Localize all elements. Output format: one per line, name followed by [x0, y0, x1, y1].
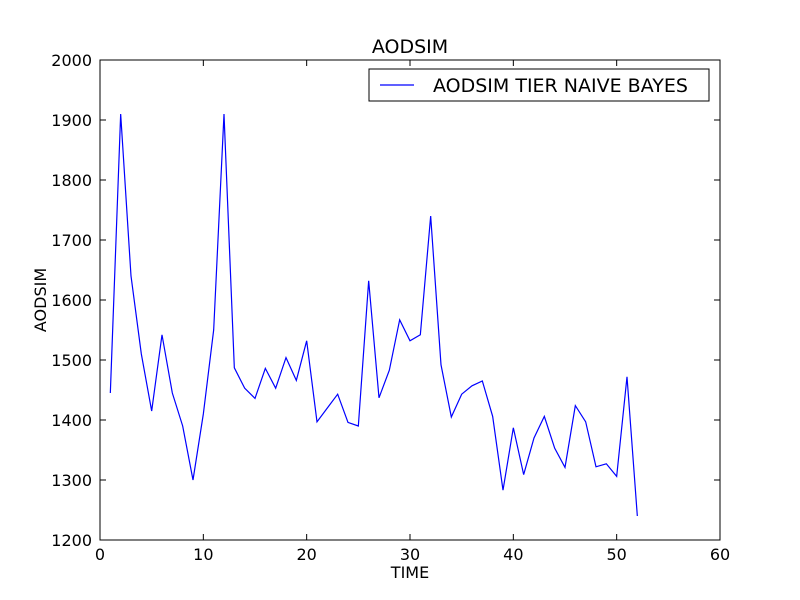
plot-area [99, 59, 721, 541]
data-point [378, 397, 380, 399]
series-group [109, 113, 639, 517]
data-point [254, 398, 256, 400]
data-point [337, 393, 339, 395]
data-point [172, 392, 174, 394]
data-point [275, 387, 277, 389]
data-point [358, 425, 360, 427]
data-point [141, 353, 143, 355]
y-tick-label: 1300 [51, 471, 92, 490]
data-point [409, 340, 411, 342]
x-tick-label: 10 [193, 545, 213, 564]
x-tick-label: 60 [710, 545, 730, 564]
data-point [399, 319, 401, 321]
y-tick-label: 2000 [51, 51, 92, 70]
data-point [130, 275, 132, 277]
data-point [595, 466, 597, 468]
ticks-group [99, 59, 721, 541]
data-point [637, 515, 639, 517]
data-point [244, 387, 246, 389]
data-point [223, 113, 225, 115]
data-point [316, 421, 318, 423]
legend-label: AODSIM TIER NAIVE BAYES [433, 75, 688, 97]
data-point [389, 369, 391, 371]
data-point [482, 380, 484, 382]
data-point [285, 357, 287, 359]
data-point [616, 476, 618, 478]
data-point [451, 416, 453, 418]
y-tick-labels: 1200 1300 1400 1500 1600 1700 1800 1900 2000 [51, 51, 92, 550]
data-point [575, 405, 577, 407]
data-point [564, 467, 566, 469]
x-tick-label: 0 [95, 545, 105, 564]
data-point [471, 385, 473, 387]
series-line [109, 113, 638, 517]
data-point [296, 380, 298, 382]
y-tick-label: 1600 [51, 291, 92, 310]
x-tick-label: 30 [400, 545, 420, 564]
data-point [430, 215, 432, 217]
plot-frame [99, 59, 721, 541]
data-point [120, 113, 122, 115]
data-point [265, 368, 267, 370]
data-point [544, 416, 546, 418]
data-point [192, 479, 194, 481]
data-point [585, 421, 587, 423]
data-point [626, 376, 628, 378]
data-point [327, 407, 329, 409]
data-point [533, 437, 535, 439]
data-point [554, 447, 556, 449]
data-point [234, 367, 236, 369]
x-tick-label: 50 [606, 545, 626, 564]
data-point [461, 393, 463, 395]
y-tick-label: 1900 [51, 111, 92, 130]
x-tick-label: 20 [296, 545, 316, 564]
data-point [161, 334, 163, 336]
data-point [182, 425, 184, 427]
y-tick-label: 1400 [51, 411, 92, 430]
data-point [440, 364, 442, 366]
y-tick-label: 1200 [51, 531, 92, 550]
data-point [368, 280, 370, 282]
chart-title: AODSIM [372, 36, 448, 58]
y-tick-label: 1500 [51, 351, 92, 370]
data-point [151, 410, 153, 412]
legend-box [368, 68, 710, 102]
x-tick-label: 40 [503, 545, 523, 564]
y-axis-title: AODSIM [31, 268, 50, 332]
y-tick-label: 1700 [51, 231, 92, 250]
legend: AODSIM TIER NAIVE BAYES [368, 68, 710, 102]
y-tick-label: 1800 [51, 171, 92, 190]
data-point [203, 413, 205, 415]
data-point [306, 340, 308, 342]
data-point [213, 329, 215, 331]
data-point [523, 474, 525, 476]
data-point [420, 334, 422, 336]
data-point [502, 489, 504, 491]
x-tick-labels: 0 10 20 30 40 50 60 [95, 545, 730, 564]
data-point [110, 392, 112, 394]
x-axis-title: TIME [390, 563, 429, 582]
data-point [513, 427, 515, 429]
data-point [492, 416, 494, 418]
data-point [606, 463, 608, 465]
data-point [347, 422, 349, 424]
